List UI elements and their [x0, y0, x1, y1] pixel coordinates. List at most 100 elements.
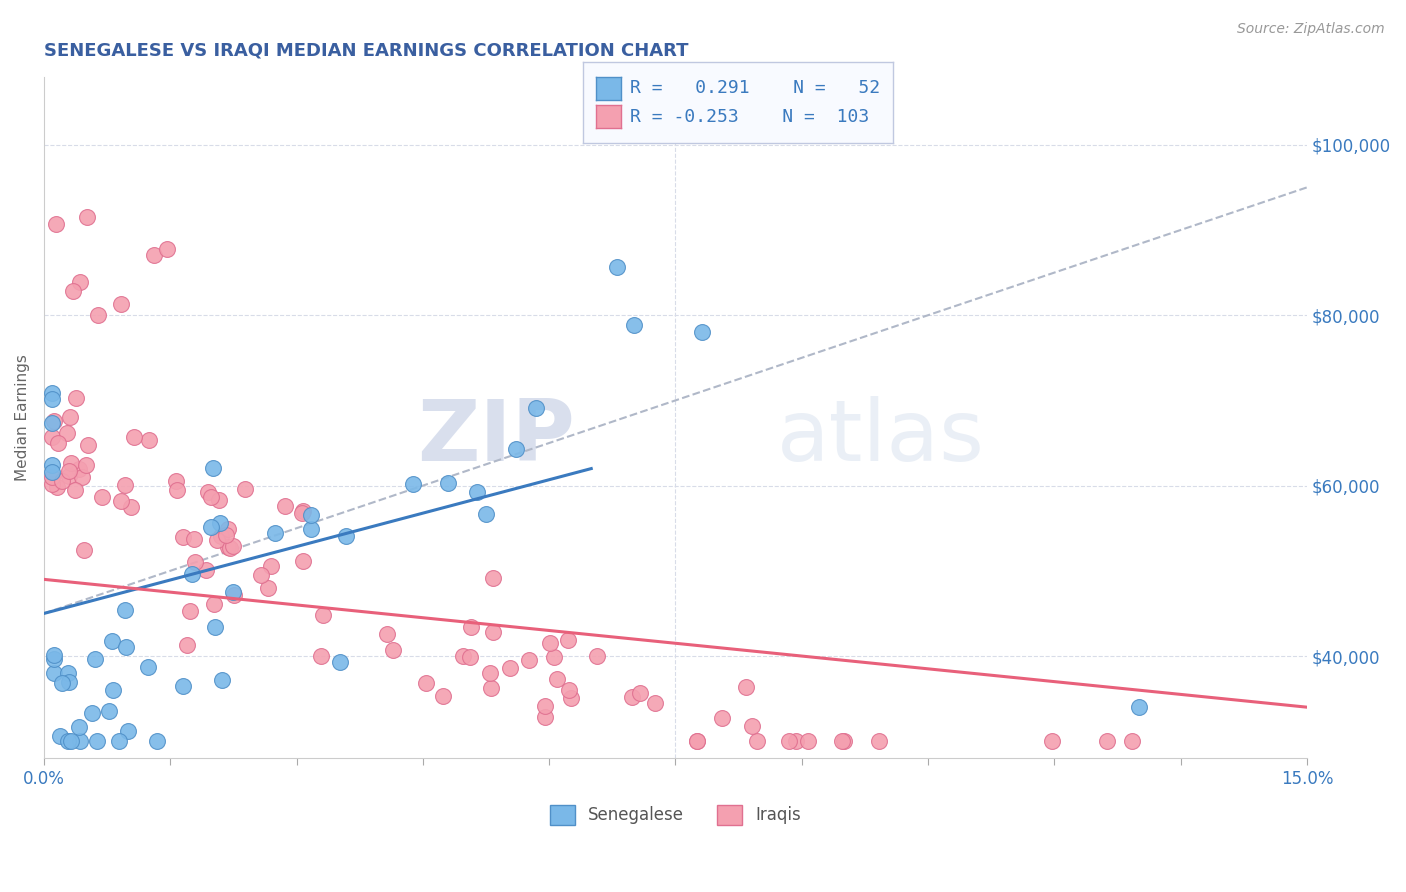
- Point: [606, 260, 628, 274]
- Point: [335, 529, 357, 543]
- Point: [208, 493, 231, 508]
- Point: [741, 719, 763, 733]
- Point: [685, 734, 707, 748]
- Point: [62, 284, 84, 298]
- Point: [735, 680, 758, 694]
- Point: [209, 529, 232, 543]
- Point: [73, 543, 96, 558]
- Point: [179, 604, 201, 618]
- Point: [250, 568, 273, 582]
- Point: [499, 661, 522, 675]
- Point: [224, 588, 246, 602]
- Point: [711, 711, 734, 725]
- Point: [211, 673, 233, 688]
- Point: [76, 438, 98, 452]
- Point: [60, 456, 83, 470]
- Point: [479, 681, 502, 695]
- Point: [382, 642, 405, 657]
- Point: [176, 639, 198, 653]
- Point: [59, 734, 82, 748]
- Point: [67, 720, 90, 734]
- Point: [122, 430, 145, 444]
- Point: [183, 533, 205, 547]
- Point: [546, 672, 568, 686]
- Point: [108, 734, 131, 748]
- Point: [110, 297, 132, 311]
- Point: [58, 464, 80, 478]
- Point: [1095, 734, 1118, 748]
- Point: [292, 554, 315, 568]
- Point: [114, 477, 136, 491]
- Point: [796, 734, 818, 748]
- Point: [690, 325, 713, 339]
- Point: [172, 679, 194, 693]
- Point: [630, 686, 652, 700]
- Point: [181, 567, 204, 582]
- Point: [644, 696, 666, 710]
- Point: [586, 649, 609, 664]
- Point: [200, 520, 222, 534]
- Point: [172, 530, 194, 544]
- Point: [209, 516, 232, 531]
- Point: [44, 648, 66, 662]
- Point: [460, 620, 482, 634]
- Point: [46, 435, 69, 450]
- Point: [686, 734, 709, 748]
- Text: R =   0.291    N =   52: R = 0.291 N = 52: [630, 79, 880, 97]
- Point: [117, 723, 139, 738]
- Point: [83, 652, 105, 666]
- Point: [233, 483, 256, 497]
- Point: [120, 500, 142, 514]
- Point: [415, 676, 437, 690]
- Point: [101, 683, 124, 698]
- Point: [451, 648, 474, 663]
- Point: [197, 484, 219, 499]
- Point: [91, 490, 114, 504]
- Point: [482, 625, 505, 640]
- Point: [311, 607, 333, 622]
- Point: [257, 581, 280, 595]
- Y-axis label: Median Earnings: Median Earnings: [15, 354, 30, 481]
- Point: [505, 442, 527, 457]
- Point: [401, 476, 423, 491]
- Point: [534, 699, 557, 714]
- Point: [543, 650, 565, 665]
- Point: [832, 734, 855, 748]
- Point: [69, 275, 91, 289]
- Text: SENEGALESE VS IRAQI MEDIAN EARNINGS CORRELATION CHART: SENEGALESE VS IRAQI MEDIAN EARNINGS CORR…: [44, 42, 689, 60]
- Point: [184, 555, 207, 569]
- Point: [41, 465, 63, 479]
- Point: [260, 558, 283, 573]
- Point: [1040, 734, 1063, 748]
- Point: [44, 414, 66, 428]
- Point: [524, 401, 547, 416]
- Point: [166, 483, 188, 497]
- Point: [299, 508, 322, 522]
- Point: [375, 627, 398, 641]
- Point: [69, 734, 91, 748]
- Point: [65, 483, 87, 497]
- Point: [114, 640, 136, 654]
- Point: [56, 734, 79, 748]
- Point: [202, 597, 225, 611]
- Point: [41, 477, 63, 491]
- Legend: Senegalese, Iraqis: Senegalese, Iraqis: [543, 798, 808, 831]
- Text: Source: ZipAtlas.com: Source: ZipAtlas.com: [1237, 22, 1385, 37]
- Point: [138, 433, 160, 447]
- Point: [166, 474, 188, 488]
- Point: [1128, 700, 1150, 714]
- Text: atlas: atlas: [776, 396, 984, 479]
- Point: [145, 734, 167, 748]
- Point: [432, 689, 454, 703]
- Point: [58, 468, 80, 483]
- Point: [41, 392, 63, 406]
- Point: [215, 527, 238, 541]
- Point: [478, 666, 501, 681]
- Point: [86, 734, 108, 748]
- Point: [517, 653, 540, 667]
- Point: [291, 506, 314, 520]
- Point: [41, 430, 63, 444]
- Point: [195, 563, 218, 577]
- Point: [45, 218, 67, 232]
- Point: [80, 706, 103, 720]
